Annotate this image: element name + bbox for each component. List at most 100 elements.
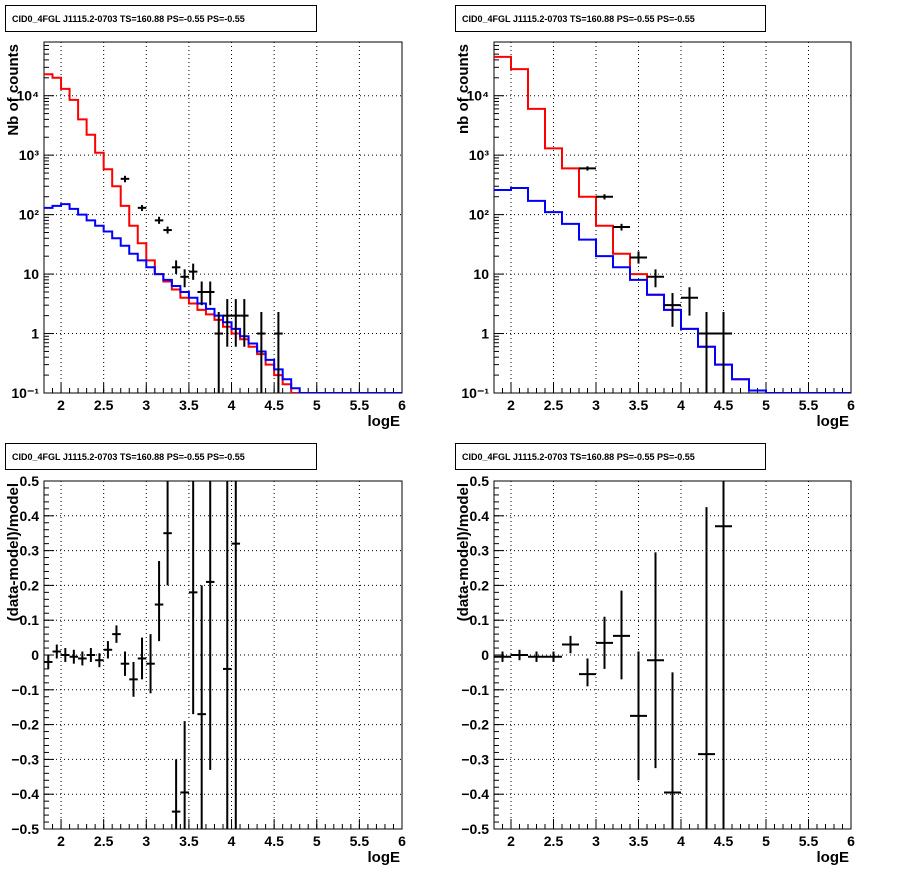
data-point <box>579 166 596 171</box>
data-point <box>223 299 232 347</box>
data-point <box>52 644 62 659</box>
data-point <box>257 312 266 393</box>
data-point <box>120 175 130 183</box>
y-tick-label: −0.5 <box>11 821 39 837</box>
data-point <box>197 281 206 306</box>
y-tick-label: −0.4 <box>11 786 39 802</box>
y-tick-label: −0.2 <box>461 717 489 733</box>
panel-3-title: CID0_4FGL J1115.2-0703 TS=160.88 PS=-0.5… <box>5 443 317 470</box>
x-tick-label: 2 <box>507 833 515 849</box>
y-tick-label: 0.5 <box>20 473 40 489</box>
x-tick-label: 4.5 <box>714 833 734 849</box>
data-point <box>545 651 562 662</box>
data-point <box>154 561 164 642</box>
data-point <box>630 651 647 781</box>
data-point <box>613 223 630 231</box>
x-tick-label: 2.5 <box>94 397 114 413</box>
y-tick-label: 0 <box>481 647 489 663</box>
background-step-series <box>44 203 402 393</box>
chart-panel-1: 2 2.5 3 3.5 4 4.5 5 5.5 6 10⁻¹ 1 10 10² 10³ 10⁴ logE Nb … <box>5 41 406 430</box>
data-point <box>180 269 189 288</box>
x-tick-label: 6 <box>398 833 406 849</box>
x-tick-label: 3.5 <box>179 397 199 413</box>
x-tick-label: 2 <box>507 397 515 413</box>
x-tick-label: 4.5 <box>714 397 734 413</box>
data-point <box>274 312 283 393</box>
data-point <box>647 269 664 288</box>
x-tick-label: 5.5 <box>350 833 370 849</box>
data-point <box>596 194 613 200</box>
x-tick-label: 6 <box>847 397 855 413</box>
plot-data-area <box>44 481 241 829</box>
data-point <box>231 299 241 347</box>
chart-panel-2: 2 2.5 3 3.5 4 4.5 5 5.5 6 10⁻¹ 1 10 10² 10³ 10⁴ logE nb … <box>455 41 855 430</box>
x-tick-label: 6 <box>847 833 855 849</box>
data-point <box>188 263 198 280</box>
plot-data-area <box>44 73 402 393</box>
plot-frame <box>493 41 852 394</box>
panel-2-title: CID0_4FGL J1115.2-0703 TS=160.88 PS=-0.5… <box>455 5 766 32</box>
x-tick-label: 4 <box>228 397 236 413</box>
data-point <box>613 590 630 680</box>
y-tick-label: 0.3 <box>470 543 490 559</box>
x-tick-label: 4.5 <box>264 397 284 413</box>
x-tick-label: 3 <box>142 833 150 849</box>
data-point <box>69 649 79 664</box>
y-tick-label: −0.3 <box>11 751 39 767</box>
y-tick-label: 0.2 <box>470 577 490 593</box>
y-tick-label: 10 <box>473 266 489 282</box>
x-tick-label: 2.5 <box>94 833 114 849</box>
x-tick-label: 3 <box>592 833 600 849</box>
data-point <box>223 481 232 829</box>
x-tick-label: 5 <box>313 397 321 413</box>
plot-data-area <box>494 481 732 829</box>
y-tick-label: 0.1 <box>20 612 40 628</box>
plot-frame <box>43 480 403 830</box>
data-point <box>579 658 596 687</box>
data-point <box>205 281 215 306</box>
x-tick-label: 3.5 <box>629 397 649 413</box>
x-tick-label: 5.5 <box>350 397 370 413</box>
y-tick-label: 10⁴ <box>467 88 490 104</box>
y-tick-label: 10⁻¹ <box>461 385 489 401</box>
data-point <box>171 759 181 829</box>
y-tick-label: 0.5 <box>470 473 490 489</box>
data-point <box>231 481 241 829</box>
y-tick-label: 0 <box>31 647 39 663</box>
x-tick-label: 4 <box>677 833 685 849</box>
data-point <box>647 552 664 769</box>
data-point <box>78 651 87 666</box>
y-tick-label: 10⁴ <box>17 88 40 104</box>
data-point <box>562 635 579 654</box>
data-point <box>146 634 155 694</box>
data-point <box>112 625 121 643</box>
plot-data-area <box>494 55 851 393</box>
data-point <box>511 649 528 661</box>
y-tick-label: 0.1 <box>470 612 490 628</box>
x-tick-label: 5 <box>313 833 321 849</box>
background-step-series <box>494 187 851 393</box>
data-point <box>715 312 732 393</box>
y-tick-label: 0.4 <box>470 508 490 524</box>
y-tick-label: −0.1 <box>11 682 39 698</box>
data-point <box>137 637 147 680</box>
panel-3-title-text: CID0_4FGL J1115.2-0703 TS=160.88 PS=-0.5… <box>12 451 245 462</box>
data-point <box>129 661 138 697</box>
data-point <box>681 287 698 316</box>
x-tick-label: 2.5 <box>544 833 564 849</box>
x-tick-label: 2.5 <box>544 397 564 413</box>
data-point <box>698 312 715 393</box>
x-tick-label: 5.5 <box>799 397 819 413</box>
y-tick-label: −0.5 <box>461 821 489 837</box>
y-axis-title: nb of counts <box>455 44 472 134</box>
model-step-series <box>44 73 402 393</box>
y-tick-label: 10² <box>19 207 40 223</box>
data-point <box>137 205 147 212</box>
plot-frame <box>43 41 403 394</box>
x-tick-label: 5 <box>762 833 770 849</box>
panel-4-title-text: CID0_4FGL J1115.2-0703 TS=160.88 PS=-0.5… <box>462 451 695 462</box>
data-point <box>120 651 130 676</box>
y-tick-label: −0.2 <box>11 717 39 733</box>
y-tick-label: −0.3 <box>461 751 489 767</box>
